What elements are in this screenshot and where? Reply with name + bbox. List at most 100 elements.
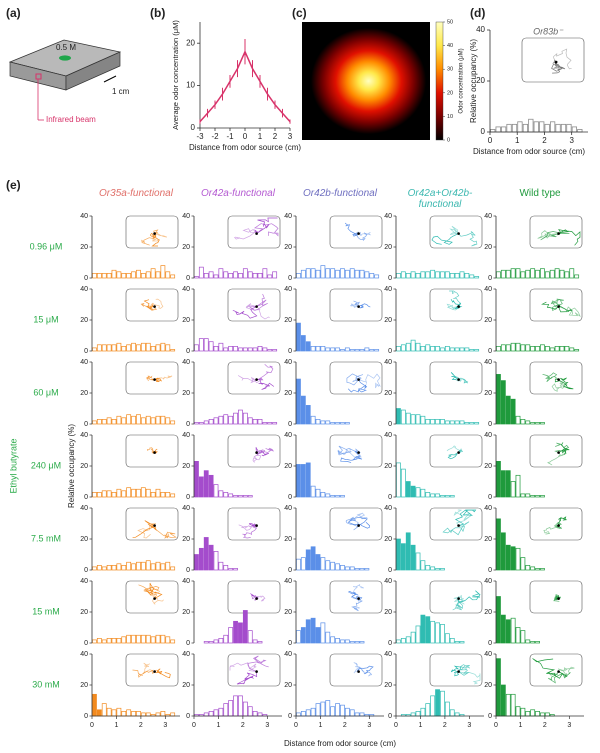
bar	[194, 276, 199, 279]
bar	[359, 568, 365, 571]
bar	[145, 415, 151, 425]
bar	[335, 563, 340, 571]
bar	[410, 485, 416, 498]
bar	[233, 271, 238, 279]
bar	[121, 636, 127, 644]
odor-source-dot	[557, 378, 560, 381]
bar	[549, 347, 555, 352]
bar	[170, 712, 176, 717]
trajectory-inset	[227, 288, 281, 322]
bar	[530, 422, 536, 425]
bar	[525, 639, 531, 644]
bar	[121, 564, 127, 571]
bar	[415, 342, 421, 352]
bar	[469, 422, 475, 425]
bar	[121, 273, 127, 279]
bar	[96, 637, 102, 644]
y-tick-label: 20	[484, 390, 492, 397]
y-tick-label: 20	[384, 536, 392, 543]
trajectory-inset	[429, 434, 483, 468]
odor-source-dot	[557, 670, 560, 673]
y-tick-label: 40	[182, 578, 190, 585]
trajectory	[550, 298, 564, 312]
y-tick-label: 20	[384, 317, 392, 324]
bar	[310, 415, 316, 425]
bar	[571, 126, 578, 133]
trajectory	[351, 598, 363, 612]
bar	[554, 346, 560, 352]
bar	[310, 346, 316, 352]
column-title-box: Or42b-functional	[303, 188, 377, 199]
bar	[525, 344, 531, 352]
y-tick-label: 0	[186, 421, 190, 428]
bar	[121, 417, 127, 425]
trajectory	[442, 521, 470, 536]
panel-label: (a)	[6, 6, 21, 20]
bar	[92, 639, 97, 644]
bar	[315, 346, 321, 352]
bar	[320, 346, 326, 352]
bar	[233, 695, 238, 717]
trajectory	[347, 379, 368, 393]
bar	[364, 347, 370, 352]
bar	[405, 532, 411, 571]
trajectory-inset	[429, 361, 483, 395]
y-tick-label: 20	[80, 682, 88, 689]
bar	[170, 349, 176, 352]
bar	[520, 419, 526, 425]
bar	[454, 420, 460, 425]
odor-source-dot	[153, 597, 156, 600]
bar	[340, 704, 345, 717]
trajectory	[337, 445, 361, 456]
bar	[325, 420, 331, 425]
bar	[425, 703, 431, 717]
bar	[520, 630, 526, 644]
bar	[267, 349, 273, 352]
y-tick-label: 40	[484, 432, 492, 439]
bar	[535, 710, 540, 717]
bar	[213, 551, 219, 571]
bar	[238, 495, 243, 498]
trajectory	[256, 364, 274, 381]
y-tick-label: 20	[284, 390, 292, 397]
bar	[444, 633, 450, 644]
bar	[415, 625, 421, 644]
column-title-box: Or42a-functional	[201, 188, 275, 199]
bar	[420, 560, 426, 571]
bar	[510, 398, 516, 425]
bar	[257, 712, 263, 717]
panel-label: (c)	[292, 6, 307, 20]
bar	[208, 474, 214, 498]
bar	[454, 712, 460, 717]
bar	[136, 634, 141, 644]
bar	[101, 703, 107, 717]
bar	[242, 701, 248, 717]
bar	[170, 420, 176, 425]
bar	[131, 634, 136, 644]
bar	[126, 634, 132, 644]
trajectory	[352, 512, 368, 526]
bar	[525, 710, 531, 717]
bar	[496, 658, 501, 717]
trajectory	[554, 442, 570, 453]
y-tick-label: 0	[288, 348, 292, 355]
bar	[500, 470, 506, 498]
bar	[198, 476, 204, 498]
y-tick-label: 40	[80, 651, 88, 658]
y-tick-label: 20	[186, 38, 195, 47]
bar	[213, 417, 219, 425]
y-tick-label: 0	[186, 567, 190, 574]
y-tick-label: 40	[182, 651, 190, 658]
y-tick-label: 40	[384, 286, 392, 293]
bar	[510, 342, 516, 352]
bar	[160, 634, 166, 644]
trajectory	[554, 377, 574, 390]
y-tick-label: 20	[284, 609, 292, 616]
y-tick-label: 0	[488, 640, 492, 647]
bar	[247, 347, 253, 352]
bar	[515, 474, 521, 498]
bar	[344, 639, 350, 644]
bar	[369, 349, 375, 352]
bar	[359, 349, 365, 352]
odor-source-dot	[457, 597, 460, 600]
